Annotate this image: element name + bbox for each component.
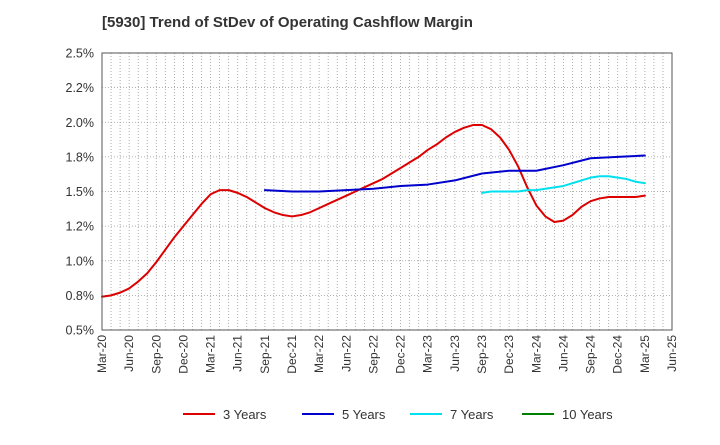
x-tick-label: Sep-21 — [258, 335, 272, 374]
x-tick-label: Sep-20 — [149, 335, 163, 374]
legend-label: 10 Years — [562, 407, 613, 422]
x-tick-label: Mar-20 — [95, 335, 109, 373]
x-tick-label: Dec-23 — [502, 335, 516, 374]
series-lines — [101, 124, 646, 298]
grid-lines — [101, 52, 673, 331]
x-tick-label: Mar-22 — [312, 335, 326, 373]
y-tick-label: 1.8% — [66, 150, 95, 164]
x-tick-label: Dec-20 — [176, 335, 190, 374]
legend: 3 Years 5 Years 7 Years 10 Years — [183, 407, 613, 422]
x-tick-label: Sep-23 — [475, 335, 489, 374]
x-tick-label: Mar-21 — [204, 335, 218, 373]
series-line-3-years — [101, 124, 646, 298]
y-axis-tick-labels: 0.5% 0.8% 1.0% 1.2% 1.5% 1.8% 2.0% 2.2% 2.5% — [66, 47, 95, 338]
plot-frame — [101, 52, 673, 331]
x-tick-label: Mar-24 — [529, 335, 543, 373]
x-tick-label: Dec-22 — [394, 335, 408, 374]
y-tick-label: 0.8% — [66, 289, 95, 303]
x-axis-tick-labels: Mar-20 Jun-20 Sep-20 Dec-20 Mar-21 Jun-21 Sep-… — [95, 335, 679, 374]
x-tick-label: Mar-23 — [421, 335, 435, 373]
y-tick-label: 1.5% — [66, 185, 95, 199]
x-tick-label: Jun-20 — [122, 335, 136, 372]
legend-label: 3 Years — [223, 407, 267, 422]
x-tick-label: Dec-24 — [611, 335, 625, 374]
x-tick-label: Jun-21 — [231, 335, 245, 372]
series-line-5-years — [263, 154, 646, 193]
legend-label: 7 Years — [450, 407, 494, 422]
chart-title: [5930] Trend of StDev of Operating Cashf… — [102, 14, 473, 31]
y-tick-label: 0.5% — [66, 324, 95, 338]
y-tick-label: 1.0% — [66, 254, 95, 268]
series-line-7-years — [481, 175, 646, 194]
x-tick-label: Dec-21 — [285, 335, 299, 374]
x-tick-label: Mar-25 — [638, 335, 652, 373]
x-tick-label: Jun-22 — [339, 335, 353, 372]
y-tick-label: 1.2% — [66, 220, 95, 234]
legend-label: 5 Years — [342, 407, 386, 422]
x-tick-label: Jun-25 — [665, 335, 679, 372]
y-tick-label: 2.0% — [66, 116, 95, 130]
x-tick-label: Jun-24 — [556, 335, 570, 372]
x-tick-label: Sep-22 — [366, 335, 380, 374]
x-tick-label: Jun-23 — [448, 335, 462, 372]
x-tick-label: Sep-24 — [584, 335, 598, 374]
plot-area-border — [101, 52, 673, 331]
y-tick-label: 2.5% — [66, 47, 95, 61]
y-tick-label: 2.2% — [66, 81, 95, 95]
